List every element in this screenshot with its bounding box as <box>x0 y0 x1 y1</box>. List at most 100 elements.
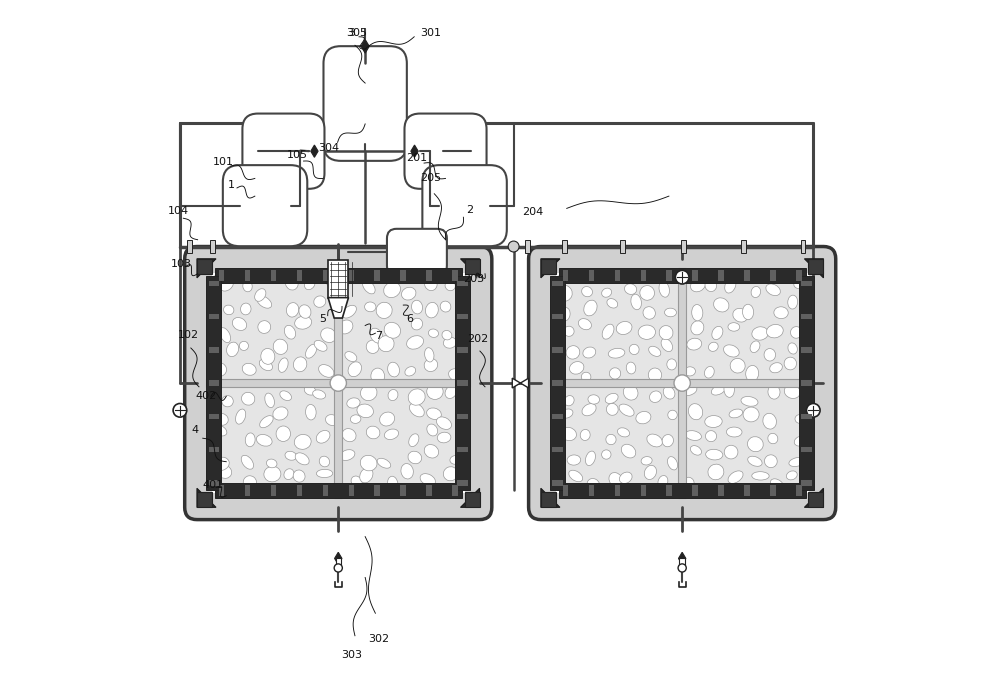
Bar <box>209 281 219 286</box>
Ellipse shape <box>724 445 738 459</box>
Bar <box>541 259 556 274</box>
Ellipse shape <box>384 282 401 298</box>
Ellipse shape <box>411 318 423 330</box>
Ellipse shape <box>427 424 438 436</box>
Ellipse shape <box>705 430 717 442</box>
Bar <box>552 447 563 452</box>
Ellipse shape <box>583 347 596 358</box>
Bar <box>457 413 468 419</box>
Ellipse shape <box>606 403 618 415</box>
Ellipse shape <box>407 336 424 349</box>
Ellipse shape <box>763 413 776 429</box>
Bar <box>215 268 462 283</box>
Bar <box>374 270 380 281</box>
Bar <box>666 485 672 496</box>
Ellipse shape <box>305 344 317 358</box>
Ellipse shape <box>683 477 694 488</box>
Text: 102: 102 <box>178 330 199 340</box>
Ellipse shape <box>424 445 439 458</box>
Text: 6: 6 <box>407 314 414 323</box>
Ellipse shape <box>265 393 274 408</box>
Polygon shape <box>541 259 560 278</box>
Ellipse shape <box>245 433 255 447</box>
Ellipse shape <box>619 404 634 416</box>
Bar <box>550 379 814 387</box>
Ellipse shape <box>659 326 673 340</box>
Bar <box>692 270 698 281</box>
Ellipse shape <box>232 317 247 330</box>
Bar <box>206 276 221 490</box>
Ellipse shape <box>378 336 394 351</box>
Bar <box>679 558 685 565</box>
Text: 101: 101 <box>212 157 233 167</box>
Ellipse shape <box>640 285 654 300</box>
Bar <box>209 447 219 452</box>
FancyBboxPatch shape <box>404 114 487 189</box>
Ellipse shape <box>794 436 806 446</box>
Polygon shape <box>461 488 480 507</box>
Ellipse shape <box>259 360 272 370</box>
Bar <box>559 483 806 498</box>
Bar <box>323 270 328 281</box>
Bar <box>215 483 462 498</box>
Ellipse shape <box>752 472 769 480</box>
Ellipse shape <box>711 385 726 395</box>
Ellipse shape <box>306 405 316 420</box>
Ellipse shape <box>770 479 784 491</box>
Ellipse shape <box>345 351 357 362</box>
Ellipse shape <box>691 279 705 291</box>
FancyBboxPatch shape <box>185 247 492 520</box>
Ellipse shape <box>692 304 703 321</box>
Ellipse shape <box>321 328 336 343</box>
Ellipse shape <box>437 417 451 430</box>
Ellipse shape <box>428 329 438 337</box>
Ellipse shape <box>316 469 333 477</box>
Polygon shape <box>520 378 529 388</box>
Ellipse shape <box>768 385 780 399</box>
Ellipse shape <box>443 337 457 348</box>
Bar <box>552 347 563 353</box>
Ellipse shape <box>621 444 636 458</box>
Ellipse shape <box>641 456 652 465</box>
Ellipse shape <box>784 385 800 398</box>
Bar <box>801 314 812 319</box>
Ellipse shape <box>751 287 761 298</box>
Ellipse shape <box>295 316 312 329</box>
Ellipse shape <box>273 407 288 420</box>
Bar <box>589 270 594 281</box>
Text: 305: 305 <box>346 28 367 37</box>
Ellipse shape <box>587 479 599 490</box>
Ellipse shape <box>420 474 435 486</box>
Bar <box>801 480 812 486</box>
Bar <box>801 413 812 419</box>
Ellipse shape <box>401 464 413 479</box>
Ellipse shape <box>788 295 798 309</box>
Ellipse shape <box>584 300 597 316</box>
Ellipse shape <box>564 396 574 406</box>
Bar <box>589 485 594 496</box>
Ellipse shape <box>631 294 641 310</box>
Bar <box>213 274 464 492</box>
Bar <box>341 385 461 488</box>
Bar <box>336 558 341 565</box>
Circle shape <box>330 375 346 391</box>
Bar <box>808 492 823 507</box>
Ellipse shape <box>764 349 776 361</box>
Ellipse shape <box>427 408 441 419</box>
Bar <box>799 276 814 490</box>
Ellipse shape <box>629 345 639 355</box>
Circle shape <box>678 564 686 572</box>
Ellipse shape <box>220 279 233 291</box>
Ellipse shape <box>690 445 701 455</box>
Ellipse shape <box>708 343 718 351</box>
Bar <box>457 480 468 486</box>
Ellipse shape <box>366 340 379 353</box>
Bar <box>349 270 354 281</box>
Ellipse shape <box>371 368 385 384</box>
Bar <box>219 485 224 496</box>
Ellipse shape <box>567 455 581 465</box>
Ellipse shape <box>347 398 360 408</box>
Ellipse shape <box>284 469 294 479</box>
Ellipse shape <box>602 288 612 297</box>
Ellipse shape <box>668 410 677 419</box>
